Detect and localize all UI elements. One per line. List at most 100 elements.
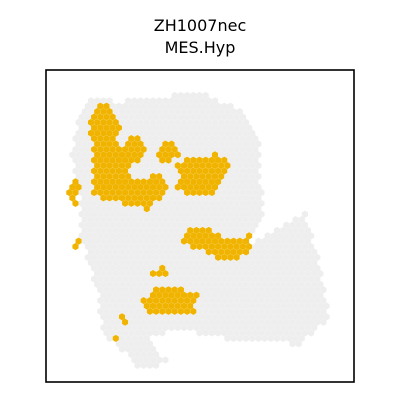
- background-spot: [131, 356, 138, 364]
- mes-hyp-spot: [125, 162, 132, 170]
- background-spot: [215, 210, 222, 218]
- background-spot: [162, 248, 169, 256]
- background-spot: [202, 102, 209, 110]
- background-spot: [242, 129, 250, 137]
- mes-hyp-spot: [187, 302, 194, 310]
- background-spot: [261, 280, 268, 288]
- mes-hyp-spot: [174, 291, 181, 299]
- mes-hyp-spot: [106, 183, 113, 191]
- mes-hyp-spot: [112, 140, 119, 148]
- background-spot: [289, 275, 296, 283]
- background-spot: [233, 275, 240, 283]
- background-spot: [252, 199, 259, 207]
- background-spot: [215, 199, 222, 207]
- background-spot: [193, 97, 200, 105]
- background-spot: [81, 226, 88, 234]
- mes-hyp-spot: [190, 232, 197, 240]
- mes-hyp-spot: [202, 178, 209, 186]
- background-spot: [199, 324, 206, 332]
- background-spot: [224, 334, 231, 342]
- mes-hyp-spot: [171, 307, 178, 315]
- mes-hyp-spot: [134, 178, 141, 186]
- background-spot: [255, 183, 262, 191]
- background-spot: [97, 232, 104, 240]
- background-spot: [236, 183, 243, 191]
- background-spot: [165, 189, 172, 197]
- background-spot: [208, 297, 215, 305]
- background-spot: [146, 135, 153, 143]
- background-spot: [84, 232, 91, 240]
- background-spot: [252, 135, 259, 143]
- background-spot: [246, 286, 253, 294]
- background-spot: [177, 318, 184, 326]
- background-spot: [221, 329, 228, 337]
- background-spot: [196, 210, 203, 218]
- background-spot: [140, 318, 147, 326]
- background-spot: [190, 113, 197, 121]
- background-spot: [314, 264, 321, 272]
- background-spot: [75, 118, 82, 126]
- background-spot: [239, 286, 246, 294]
- mes-hyp-spot: [106, 108, 113, 116]
- mes-hyp-spot: [177, 297, 184, 305]
- background-spot: [196, 102, 203, 110]
- mes-hyp-spot: [134, 199, 141, 207]
- background-spot: [233, 178, 240, 186]
- background-spot: [159, 221, 166, 229]
- background-spot: [273, 280, 281, 288]
- background-spot: [122, 340, 129, 348]
- background-spot: [168, 270, 175, 278]
- mes-hyp-spot: [221, 243, 228, 251]
- background-spot: [75, 151, 82, 159]
- background-spot: [304, 248, 312, 256]
- mes-hyp-spot: [118, 183, 126, 191]
- background-spot: [205, 205, 212, 213]
- background-spot: [227, 232, 234, 240]
- background-spot: [211, 97, 219, 105]
- background-spot: [146, 243, 153, 251]
- background-spot: [230, 302, 237, 310]
- background-spot: [255, 151, 262, 159]
- background-spot: [94, 226, 101, 234]
- mes-hyp-spot: [91, 178, 98, 186]
- background-spot: [249, 280, 256, 288]
- background-spot: [180, 280, 188, 288]
- background-spot: [264, 307, 271, 315]
- mes-hyp-spot: [125, 140, 132, 148]
- mes-hyp-spot: [128, 189, 135, 197]
- background-spot: [283, 329, 290, 337]
- background-spot: [311, 270, 318, 278]
- mes-hyp-spot: [115, 178, 122, 186]
- background-spot: [242, 140, 250, 148]
- background-spot: [131, 259, 138, 267]
- background-spot: [190, 91, 197, 99]
- background-spot: [94, 216, 101, 224]
- background-spot: [199, 280, 206, 288]
- background-spot: [242, 183, 250, 191]
- background-spot: [202, 91, 209, 99]
- background-spot: [103, 264, 110, 272]
- mes-hyp-spot: [174, 183, 181, 191]
- background-spot: [308, 286, 315, 294]
- background-spot: [134, 167, 141, 175]
- background-spot: [140, 275, 147, 283]
- background-spot: [252, 178, 259, 186]
- background-spot: [143, 248, 150, 256]
- background-spot: [128, 340, 135, 348]
- background-spot: [190, 145, 197, 153]
- background-spot: [246, 264, 253, 272]
- background-spot: [273, 226, 281, 234]
- mes-hyp-spot: [193, 183, 200, 191]
- background-spot: [103, 210, 110, 218]
- background-spot: [187, 194, 194, 202]
- background-spot: [211, 129, 219, 137]
- background-spot: [320, 286, 327, 294]
- background-spot: [239, 210, 246, 218]
- background-spot: [227, 329, 234, 337]
- background-spot: [171, 210, 178, 218]
- background-spot: [94, 205, 101, 213]
- background-spot: [165, 210, 172, 218]
- background-spot: [236, 302, 243, 310]
- background-spot: [239, 253, 246, 261]
- background-spot: [255, 259, 262, 267]
